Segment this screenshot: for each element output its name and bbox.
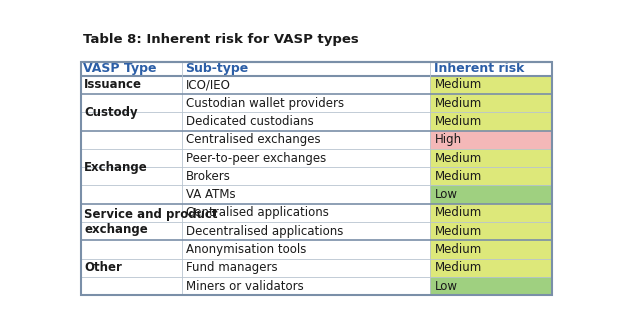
Text: Medium: Medium	[434, 225, 481, 238]
Bar	[81, 222, 430, 240]
Text: Fund managers: Fund managers	[185, 261, 277, 274]
Text: Peer-to-peer exchanges: Peer-to-peer exchanges	[185, 152, 326, 165]
Text: ICO/IEO: ICO/IEO	[185, 78, 231, 91]
Text: Decentralised applications: Decentralised applications	[185, 225, 343, 238]
Text: Inherent risk: Inherent risk	[434, 62, 524, 75]
Text: Low: Low	[434, 280, 457, 293]
Text: Low: Low	[434, 188, 457, 201]
Text: Issuance: Issuance	[84, 78, 142, 91]
Bar	[430, 94, 552, 112]
Text: Service and product
exchange: Service and product exchange	[84, 208, 218, 236]
Text: Brokers: Brokers	[185, 170, 231, 183]
Text: High: High	[434, 133, 462, 146]
Text: Miners or validators: Miners or validators	[185, 280, 303, 293]
Bar	[430, 222, 552, 240]
Bar	[81, 259, 430, 277]
Bar	[430, 76, 552, 94]
Text: Medium: Medium	[434, 115, 481, 128]
Text: Medium: Medium	[434, 152, 481, 165]
Bar	[81, 185, 430, 204]
Bar	[430, 185, 552, 204]
Text: Exchange: Exchange	[84, 161, 148, 174]
Text: Centralised applications: Centralised applications	[185, 206, 328, 219]
Text: Dedicated custodians: Dedicated custodians	[185, 115, 313, 128]
Bar	[81, 204, 430, 222]
Text: Custody: Custody	[84, 106, 138, 119]
Text: Medium: Medium	[434, 78, 481, 91]
Text: Medium: Medium	[434, 243, 481, 256]
Text: Other: Other	[84, 261, 122, 274]
Bar	[430, 204, 552, 222]
Bar	[430, 259, 552, 277]
Bar	[430, 131, 552, 149]
Bar	[430, 149, 552, 167]
Text: VASP Type: VASP Type	[83, 62, 157, 75]
Bar	[81, 277, 430, 295]
Text: Medium: Medium	[434, 261, 481, 274]
Bar	[81, 76, 430, 94]
Bar	[430, 112, 552, 131]
Bar	[430, 167, 552, 185]
Bar	[81, 94, 430, 112]
Text: Medium: Medium	[434, 170, 481, 183]
Text: Medium: Medium	[434, 97, 481, 110]
Text: Custodian wallet providers: Custodian wallet providers	[185, 97, 344, 110]
Bar	[430, 240, 552, 259]
Bar	[81, 131, 430, 149]
Bar	[81, 112, 430, 131]
Text: Anonymisation tools: Anonymisation tools	[185, 243, 306, 256]
Text: Medium: Medium	[434, 206, 481, 219]
Text: VA ATMs: VA ATMs	[185, 188, 235, 201]
Bar	[81, 149, 430, 167]
Text: Centralised exchanges: Centralised exchanges	[185, 133, 320, 146]
Text: Table 8: Inherent risk for VASP types: Table 8: Inherent risk for VASP types	[83, 34, 358, 46]
Text: Sub-type: Sub-type	[185, 62, 248, 75]
Bar	[430, 277, 552, 295]
Bar	[81, 240, 430, 259]
Bar	[81, 167, 430, 185]
